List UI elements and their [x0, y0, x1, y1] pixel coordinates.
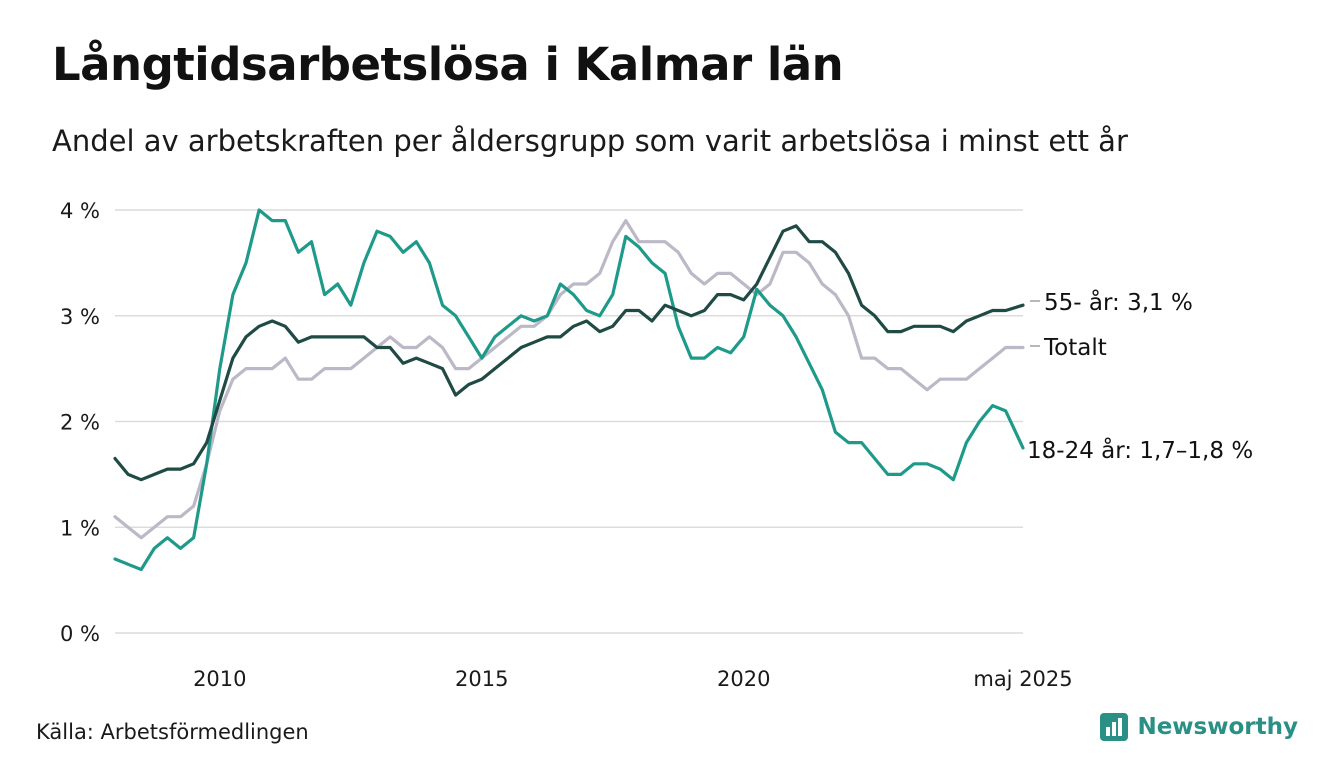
- x-tick-label: 2010: [193, 667, 246, 691]
- chart-title: Långtidsarbetslösa i Kalmar län: [52, 38, 844, 91]
- x-axis-ticks: 2010 2015 2020 maj 2025: [193, 667, 1073, 691]
- bar-chart-logo-icon: [1100, 713, 1129, 741]
- brand-name: Newsworthy: [1137, 714, 1298, 740]
- series-label: 18-24 år: 1,7–1,8 %: [1027, 436, 1253, 464]
- source-note: Källa: Arbetsförmedlingen: [36, 720, 309, 744]
- series-line-2: [113, 224, 1025, 482]
- chart-subtitle: Andel av arbetskraften per åldersgrupp s…: [52, 124, 1128, 158]
- series-line-1: [113, 208, 1025, 572]
- y-tick-label: 0 %: [60, 622, 100, 646]
- series-line-0: [113, 219, 1025, 540]
- series-label: 55- år: 3,1 %: [1044, 288, 1193, 316]
- series-label: Totalt: [1043, 335, 1107, 361]
- brand-logo: Newsworthy: [1099, 712, 1298, 742]
- y-tick-label: 4 %: [60, 199, 100, 223]
- x-tick-label: maj 2025: [973, 667, 1072, 691]
- x-tick-label: 2020: [717, 667, 770, 691]
- y-axis-ticks: 0 % 1 % 2 % 3 % 4 %: [60, 199, 100, 646]
- series-end-labels: Totalt 18-24 år: 1,7–1,8 % 55- år: 3,1 %: [1027, 288, 1253, 464]
- y-tick-label: 2 %: [60, 411, 100, 435]
- y-tick-label: 3 %: [60, 305, 100, 329]
- y-tick-label: 1 %: [60, 516, 100, 540]
- line-chart: 0 % 1 % 2 % 3 % 4 % 2010 2015 2020 maj 2025 Tot…: [60, 199, 1253, 691]
- series-lines: [113, 208, 1025, 572]
- x-tick-label: 2015: [455, 667, 508, 691]
- gridlines: [115, 209, 1023, 634]
